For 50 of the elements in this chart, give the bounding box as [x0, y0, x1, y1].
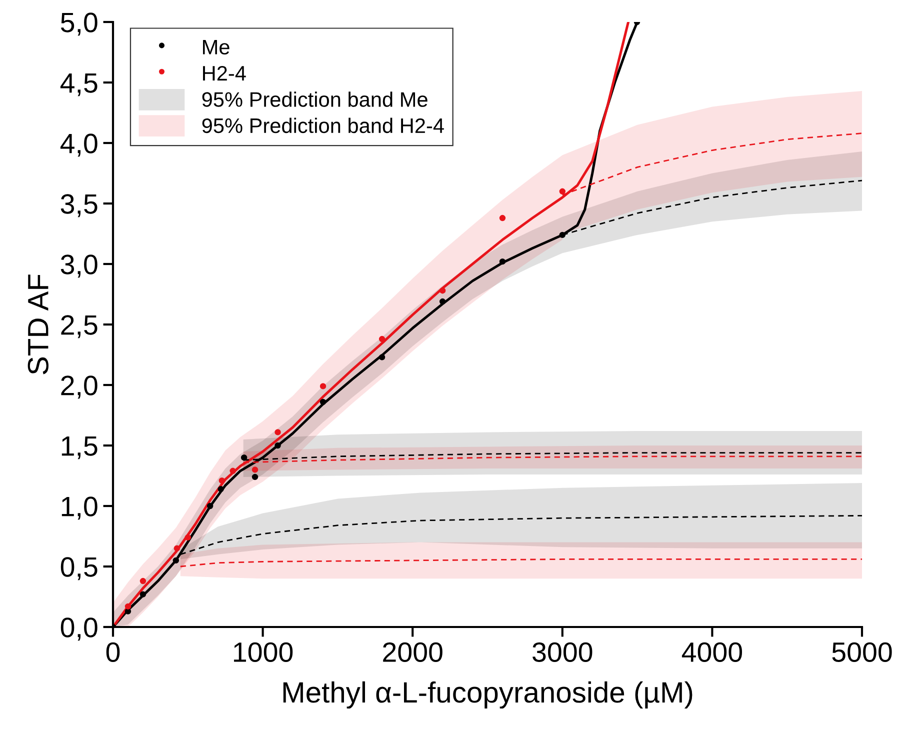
- point: [274, 429, 281, 436]
- point: [252, 466, 258, 473]
- line-series: [180, 558, 862, 568]
- legend-label: 95% Prediction band H2-4: [202, 118, 444, 134]
- point: [124, 608, 132, 614]
- point: [559, 232, 566, 238]
- y-tick-label: 3,0: [60, 254, 98, 278]
- x-tick-label: 3000: [532, 642, 592, 662]
- point: [378, 354, 386, 360]
- point: [140, 591, 146, 598]
- x-axis-title: Methyl α-L-fucopyranoside (µM): [283, 681, 692, 709]
- x-tick-label: 0: [106, 642, 120, 662]
- point: [230, 468, 236, 474]
- x-tick-label: 2000: [383, 642, 442, 662]
- point: [274, 442, 281, 449]
- y-tick-label: 1,5: [62, 436, 98, 460]
- point: [499, 258, 506, 265]
- y-tick-label: 3,5: [60, 194, 98, 218]
- x-tick-label: 5000: [832, 642, 892, 662]
- point: [218, 477, 226, 484]
- point: [218, 486, 224, 492]
- point: [378, 336, 386, 342]
- point: [124, 603, 132, 610]
- point: [439, 298, 446, 305]
- point: [320, 383, 326, 390]
- legend-label: H2-4: [203, 66, 246, 80]
- point: [559, 188, 566, 194]
- point: [172, 557, 180, 564]
- point: [184, 534, 191, 541]
- point: [140, 578, 146, 584]
- x-tick-label: 4000: [682, 642, 742, 662]
- point: [206, 502, 214, 510]
- y-axis-title: STD AF: [28, 274, 48, 374]
- y-tick-label: 0,5: [60, 557, 98, 580]
- y-tick-label: 4,5: [60, 73, 98, 96]
- point: [439, 288, 446, 294]
- legend-label: Me: [203, 40, 230, 54]
- point: [240, 454, 248, 461]
- y-tick-label: 2,0: [61, 376, 98, 399]
- point: [174, 545, 180, 552]
- legend-label: 95% Prediction band Me: [202, 92, 428, 107]
- point: [252, 474, 258, 480]
- y-tick-label: 4,0: [60, 134, 98, 157]
- y-tick-label: 5,0: [60, 12, 98, 36]
- x-tick-label: 1000: [234, 642, 293, 662]
- y-tick-label: 0,0: [60, 618, 98, 641]
- y-tick-label: 2,5: [61, 315, 98, 338]
- point: [320, 398, 326, 406]
- point: [499, 214, 506, 222]
- y-tick-label: 1,0: [62, 496, 98, 520]
